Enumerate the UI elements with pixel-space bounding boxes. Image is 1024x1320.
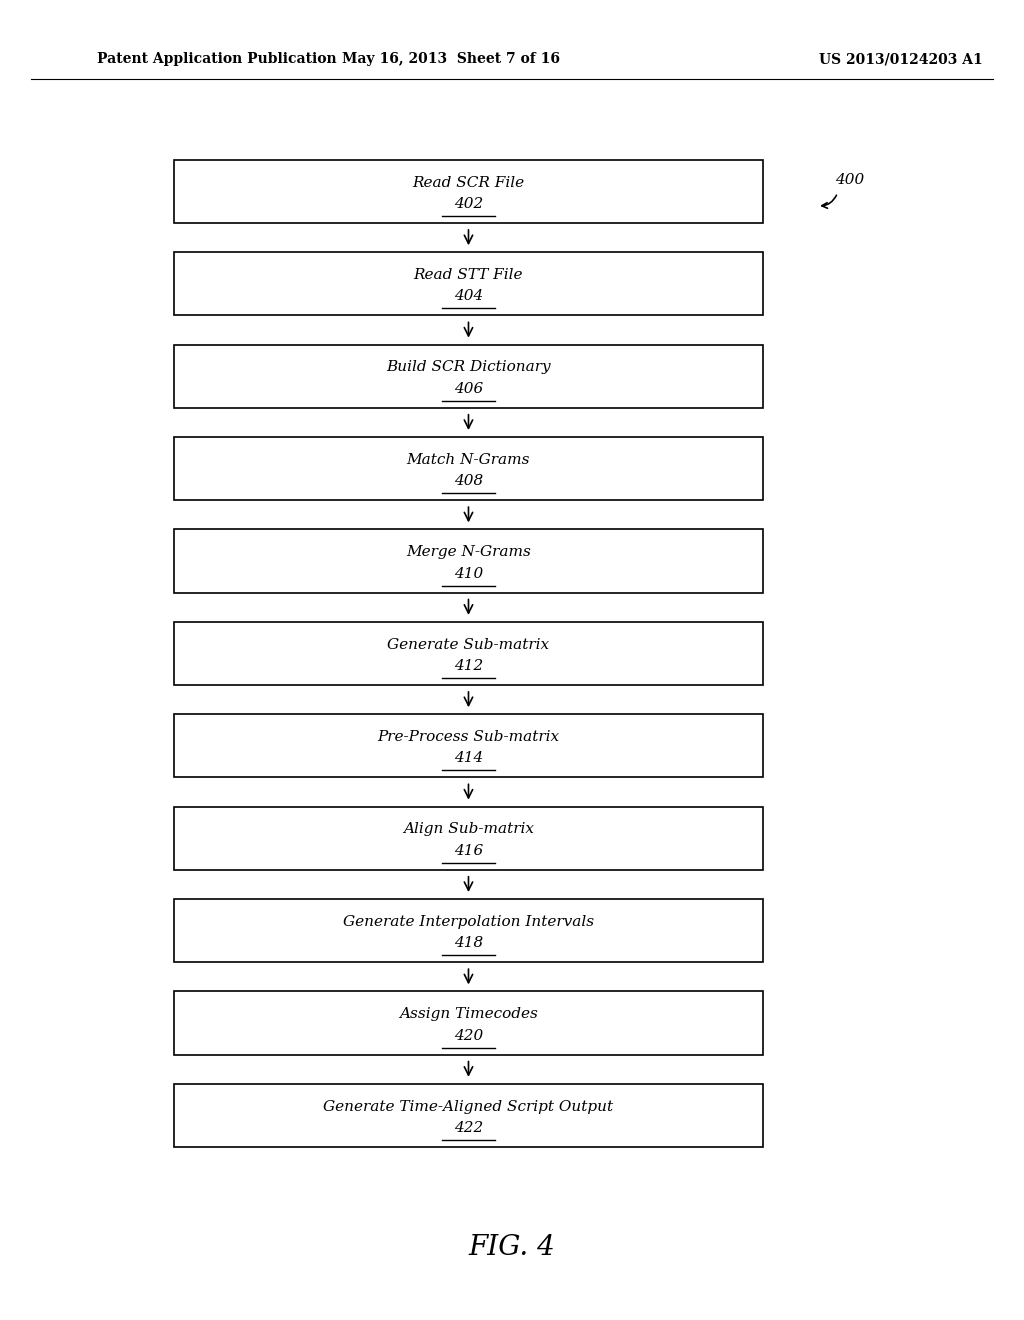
Text: Read STT File: Read STT File: [414, 268, 523, 282]
Text: 414: 414: [454, 751, 483, 766]
Text: 418: 418: [454, 936, 483, 950]
Text: 402: 402: [454, 197, 483, 211]
Text: 420: 420: [454, 1028, 483, 1043]
Text: May 16, 2013  Sheet 7 of 16: May 16, 2013 Sheet 7 of 16: [342, 53, 559, 66]
FancyBboxPatch shape: [174, 160, 763, 223]
FancyBboxPatch shape: [174, 991, 763, 1055]
Text: Read SCR File: Read SCR File: [413, 176, 524, 190]
Text: Match N-Grams: Match N-Grams: [407, 453, 530, 467]
FancyBboxPatch shape: [174, 437, 763, 500]
FancyBboxPatch shape: [174, 345, 763, 408]
Text: 410: 410: [454, 566, 483, 581]
Text: FIG. 4: FIG. 4: [469, 1234, 555, 1261]
FancyBboxPatch shape: [174, 529, 763, 593]
Text: US 2013/0124203 A1: US 2013/0124203 A1: [819, 53, 983, 66]
FancyBboxPatch shape: [174, 622, 763, 685]
Text: 404: 404: [454, 289, 483, 304]
Text: 408: 408: [454, 474, 483, 488]
Text: 422: 422: [454, 1121, 483, 1135]
Text: 412: 412: [454, 659, 483, 673]
Text: Generate Time-Aligned Script Output: Generate Time-Aligned Script Output: [324, 1100, 613, 1114]
Text: 416: 416: [454, 843, 483, 858]
FancyBboxPatch shape: [174, 899, 763, 962]
FancyBboxPatch shape: [174, 252, 763, 315]
Text: Pre-Process Sub-matrix: Pre-Process Sub-matrix: [378, 730, 559, 744]
FancyBboxPatch shape: [174, 807, 763, 870]
FancyBboxPatch shape: [174, 1084, 763, 1147]
Text: Align Sub-matrix: Align Sub-matrix: [403, 822, 534, 837]
Text: Generate Interpolation Intervals: Generate Interpolation Intervals: [343, 915, 594, 929]
FancyBboxPatch shape: [174, 714, 763, 777]
Text: Assign Timecodes: Assign Timecodes: [399, 1007, 538, 1022]
Text: Merge N-Grams: Merge N-Grams: [407, 545, 530, 560]
Text: Patent Application Publication: Patent Application Publication: [97, 53, 337, 66]
Text: 406: 406: [454, 381, 483, 396]
Text: Build SCR Dictionary: Build SCR Dictionary: [386, 360, 551, 375]
Text: Generate Sub-matrix: Generate Sub-matrix: [387, 638, 550, 652]
Text: 400: 400: [835, 173, 864, 186]
